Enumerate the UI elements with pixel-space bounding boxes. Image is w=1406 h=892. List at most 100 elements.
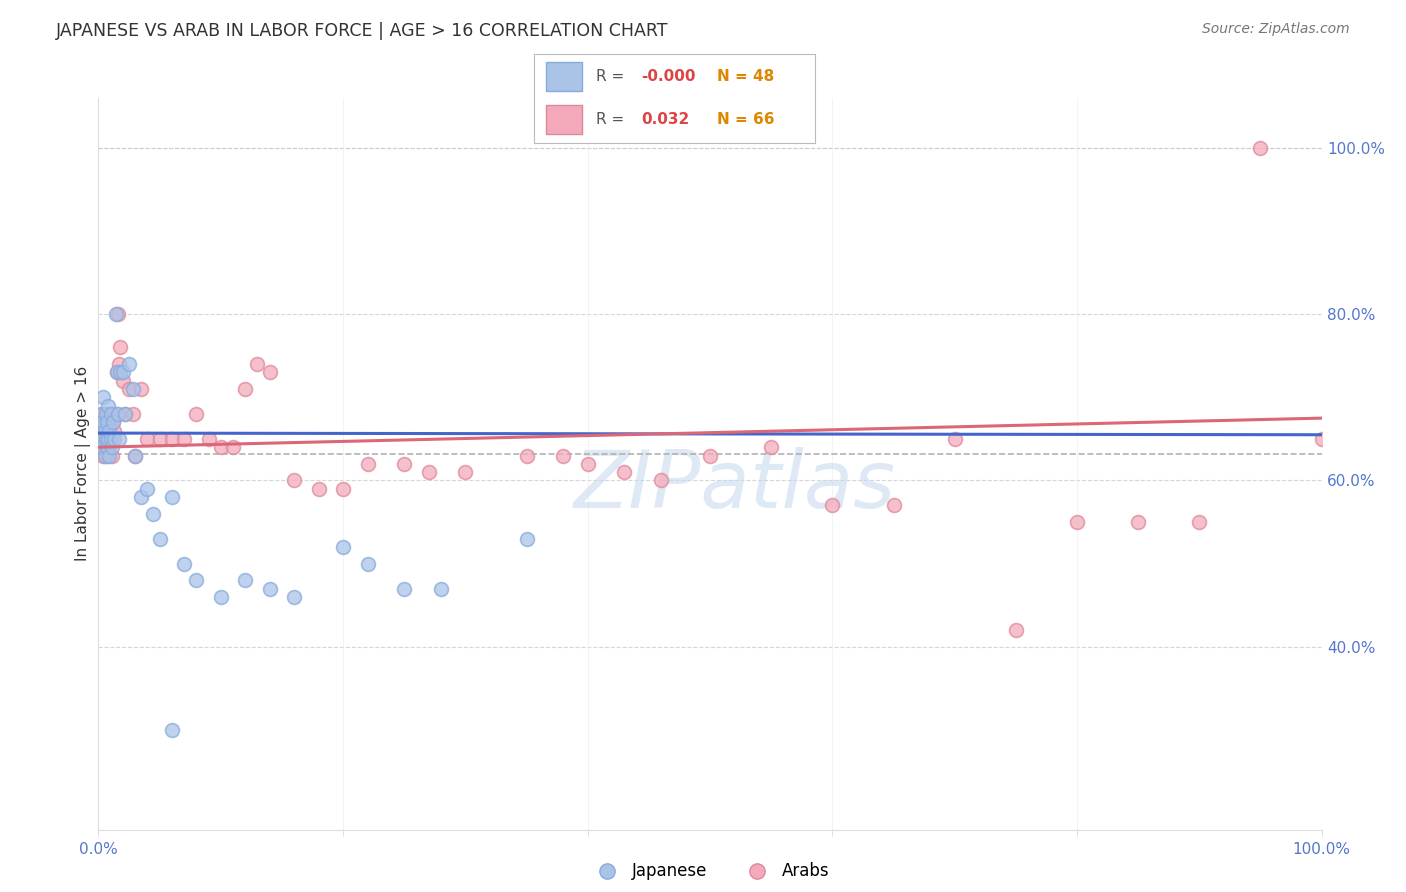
Point <box>222 440 245 454</box>
Point <box>90 407 112 421</box>
Point <box>114 407 136 421</box>
Point <box>96 440 118 454</box>
Point <box>124 449 146 463</box>
Point <box>90 432 112 446</box>
Point <box>149 432 172 446</box>
Point <box>98 440 121 454</box>
Point <box>93 415 115 429</box>
Point <box>93 432 115 446</box>
Point <box>1249 141 1271 155</box>
Point <box>91 440 114 454</box>
Point <box>136 482 159 496</box>
Point <box>259 582 281 596</box>
Point <box>418 465 440 479</box>
Point <box>142 507 165 521</box>
Y-axis label: In Labor Force | Age > 16: In Labor Force | Age > 16 <box>76 367 91 561</box>
Point <box>98 415 121 429</box>
Point <box>821 499 844 513</box>
Point <box>124 449 146 463</box>
Point <box>107 407 129 421</box>
Point <box>197 432 219 446</box>
Point <box>761 440 783 454</box>
Point <box>97 432 120 446</box>
Point <box>103 432 125 446</box>
Point <box>173 557 195 571</box>
Point <box>515 532 537 546</box>
Text: -0.000: -0.000 <box>641 70 696 84</box>
Point <box>699 449 721 463</box>
Legend: Japanese, Arabs: Japanese, Arabs <box>583 855 837 887</box>
Point <box>121 382 143 396</box>
Point <box>98 424 121 438</box>
Point <box>160 490 183 504</box>
Point <box>114 407 136 421</box>
Point <box>91 415 114 429</box>
Point <box>1128 515 1150 529</box>
Point <box>108 432 131 446</box>
Point <box>91 415 114 429</box>
Point <box>332 540 354 554</box>
Point <box>94 407 117 421</box>
Point <box>576 457 599 471</box>
Point <box>91 407 114 421</box>
Point <box>101 440 124 454</box>
Point <box>93 424 115 438</box>
Point <box>104 407 127 421</box>
Point <box>160 723 183 737</box>
Point <box>94 432 117 446</box>
Point <box>613 465 636 479</box>
Point <box>105 366 128 380</box>
Point <box>100 432 122 446</box>
Point <box>392 582 416 596</box>
Point <box>392 457 416 471</box>
Point <box>943 432 966 446</box>
Point <box>90 432 112 446</box>
Point <box>100 407 122 421</box>
Text: 0.032: 0.032 <box>641 112 689 127</box>
Point <box>91 424 114 438</box>
Point <box>97 407 120 421</box>
Point <box>97 399 120 413</box>
Point <box>283 590 305 604</box>
Point <box>101 415 124 429</box>
Point <box>1004 623 1026 637</box>
Point <box>91 440 114 454</box>
Point <box>209 440 232 454</box>
Point <box>94 407 117 421</box>
Text: JAPANESE VS ARAB IN LABOR FORCE | AGE > 16 CORRELATION CHART: JAPANESE VS ARAB IN LABOR FORCE | AGE > … <box>56 22 669 40</box>
Point <box>129 490 152 504</box>
Point <box>93 449 115 463</box>
Point <box>94 440 117 454</box>
Point <box>233 382 256 396</box>
Point <box>96 449 118 463</box>
Point <box>186 573 208 587</box>
Point <box>111 374 134 388</box>
Point <box>209 590 232 604</box>
Point <box>105 366 128 380</box>
Point <box>101 449 124 463</box>
Point <box>110 341 132 355</box>
Point <box>111 366 134 380</box>
Point <box>107 307 129 321</box>
Point <box>91 449 114 463</box>
Point <box>121 407 143 421</box>
Point <box>430 582 453 596</box>
Point <box>186 407 208 421</box>
Point <box>98 449 121 463</box>
Point <box>96 415 118 429</box>
Point <box>1066 515 1088 529</box>
Point <box>515 449 537 463</box>
Text: R =: R = <box>596 112 634 127</box>
Point <box>136 432 159 446</box>
Point <box>129 382 152 396</box>
Point <box>118 357 141 371</box>
Point <box>246 357 269 371</box>
Text: ZIPatlas: ZIPatlas <box>574 447 896 524</box>
Text: Source: ZipAtlas.com: Source: ZipAtlas.com <box>1202 22 1350 37</box>
Point <box>118 382 141 396</box>
Point <box>1310 432 1333 446</box>
Point <box>104 307 127 321</box>
Point <box>283 474 305 488</box>
Point <box>103 424 125 438</box>
Bar <box>546 62 582 91</box>
